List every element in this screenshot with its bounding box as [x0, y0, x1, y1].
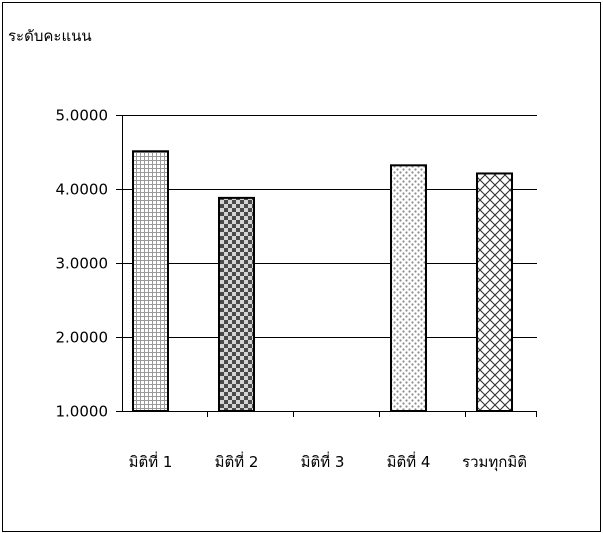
x-tick-label: มิติที่ 2: [215, 451, 259, 471]
y-axis-label: ระดับคะแนน: [8, 27, 92, 45]
bar: [476, 172, 513, 412]
x-tick-label: มิติที่ 4: [387, 451, 431, 471]
x-tick-label: มิติที่ 1: [129, 451, 173, 471]
y-tick-label: 4.0000: [56, 181, 109, 199]
x-tick-labels: มิติที่ 1 มิติที่ 2 มิติที่ 3 มิติที่ 4 รวมท…: [129, 451, 527, 472]
y-tick-label: 1.0000: [56, 403, 109, 421]
axes: [116, 115, 537, 417]
y-tick-label: 2.0000: [56, 329, 109, 347]
x-tick-label: มิติที่ 3: [301, 451, 345, 471]
bar: [132, 150, 169, 412]
bar: [390, 164, 427, 412]
y-tick-label: 3.0000: [56, 255, 109, 273]
x-tick-label: รวมทุกมิติ: [462, 453, 527, 472]
y-tick-label: 5.0000: [56, 107, 109, 125]
y-tick-labels: 1.0000 2.0000 3.0000 4.0000 5.0000: [56, 107, 109, 421]
gridlines: [122, 115, 537, 338]
bar: [218, 196, 255, 412]
